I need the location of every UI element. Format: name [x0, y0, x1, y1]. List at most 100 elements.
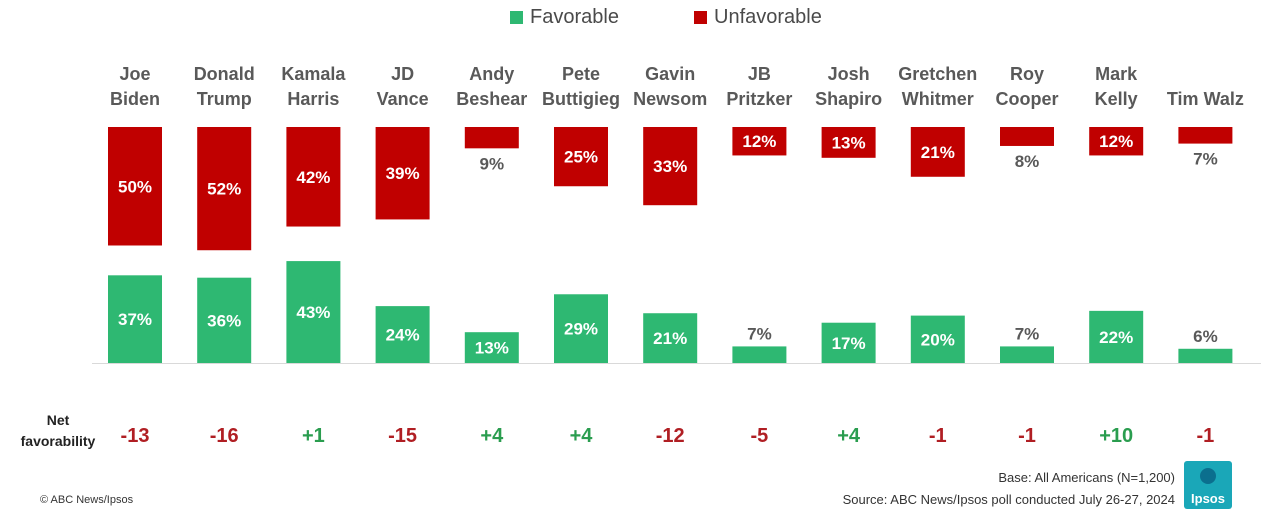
net-favorability-value: -12 [656, 425, 685, 447]
favorable-value-label: 43% [296, 303, 330, 322]
unfavorable-value-label: 25% [564, 148, 598, 167]
legend-unfavorable: Unfavorable [694, 6, 822, 29]
category-label: Biden [110, 89, 160, 109]
favorable-value-label: 17% [832, 334, 866, 353]
unfavorable-value-label: 50% [118, 177, 152, 196]
legend-favorable-label: Favorable [530, 6, 619, 28]
category-label: Buttigieg [542, 89, 620, 109]
unfavorable-value-label: 12% [1099, 132, 1133, 151]
net-favorability-label: Net favorability [18, 410, 98, 452]
favorable-bar [1178, 348, 1233, 363]
ipsos-logo-text: Ipsos [1191, 491, 1225, 506]
net-favorability-label-line: Net [46, 412, 70, 428]
favorable-bar [554, 294, 608, 363]
category-label: Kelly [1095, 89, 1138, 109]
unfavorable-value-label: 9% [480, 154, 505, 173]
net-favorability-value: -1 [1018, 425, 1036, 447]
category-label: Trump [197, 89, 252, 109]
favorable-value-label: 21% [653, 329, 687, 348]
legend: Favorable Unfavorable [0, 6, 1261, 32]
favorable-bar [732, 346, 787, 363]
unfavorable-bar [910, 127, 965, 177]
favorable-bar [108, 275, 162, 363]
favorable-value-label: 6% [1193, 327, 1218, 346]
category-label: Mark [1095, 64, 1138, 84]
net-favorability-value: -1 [1197, 425, 1215, 447]
legend-unfavorable-swatch [694, 11, 707, 24]
unfavorable-bar [464, 127, 519, 149]
category-label: Beshear [456, 89, 527, 109]
favorable-bar [821, 322, 876, 363]
legend-favorable: Favorable [510, 6, 619, 29]
unfavorable-bar [732, 127, 787, 156]
net-favorability-value: -1 [929, 425, 947, 447]
category-label: Gretchen [898, 64, 977, 84]
favorable-value-label: 37% [118, 310, 152, 329]
legend-favorable-swatch [510, 11, 523, 24]
category-label: Josh [828, 64, 870, 84]
category-label: Shapiro [815, 89, 882, 109]
unfavorable-bar [1089, 127, 1144, 156]
net-favorability-label-line: favorability [20, 433, 96, 449]
category-label: Pete [562, 64, 600, 84]
favorable-value-label: 36% [207, 311, 241, 330]
unfavorable-bar [197, 127, 252, 251]
unfavorable-value-label: 21% [921, 143, 955, 162]
favorable-bar [375, 306, 430, 363]
net-favorability-value: +4 [480, 425, 504, 447]
net-favorability-value: -16 [210, 425, 239, 447]
category-label: Newsom [633, 89, 707, 109]
unfavorable-bar [1000, 127, 1054, 146]
copyright-text: © ABC News/Ipsos [40, 494, 134, 506]
favorable-value-label: 29% [564, 320, 598, 339]
unfavorable-value-label: 42% [296, 168, 330, 187]
unfavorable-bar [375, 127, 430, 220]
favorable-value-label: 13% [475, 339, 509, 358]
net-favorability-value: -5 [751, 425, 769, 447]
favorable-bar [197, 277, 252, 363]
net-favorability-value: +4 [837, 425, 861, 447]
unfavorable-value-label: 52% [207, 180, 241, 199]
favorable-value-label: 7% [1015, 324, 1040, 343]
unfavorable-bar [286, 127, 341, 227]
favorable-value-label: 24% [386, 326, 420, 345]
favorable-value-label: 22% [1099, 328, 1133, 347]
favorable-bar [643, 313, 698, 363]
unfavorable-bar [643, 127, 698, 206]
source-text: Source: ABC News/Ipsos poll conducted Ju… [842, 492, 1175, 507]
category-label: Pritzker [726, 89, 792, 109]
unfavorable-bar [821, 127, 876, 158]
favorable-bar [1089, 310, 1144, 363]
unfavorable-bar [108, 127, 162, 246]
category-label: Gavin [645, 64, 695, 84]
category-label: Cooper [996, 89, 1059, 109]
category-label: Donald [194, 64, 255, 84]
unfavorable-bar [554, 127, 608, 187]
category-label: JB [748, 64, 771, 84]
category-label: Tim Walz [1167, 89, 1244, 109]
favorable-bar [1000, 346, 1054, 363]
favorable-value-label: 7% [747, 324, 772, 343]
favorable-bar [910, 315, 965, 363]
category-label: Joe [119, 64, 150, 84]
unfavorable-value-label: 7% [1193, 150, 1218, 169]
category-label: Vance [377, 89, 429, 109]
ipsos-logo-mark [1200, 468, 1216, 484]
category-label: Andy [469, 64, 514, 84]
net-favorability-value: +4 [570, 425, 594, 447]
category-label: Roy [1010, 64, 1044, 84]
category-label: JD [391, 64, 414, 84]
unfavorable-value-label: 33% [653, 157, 687, 176]
favorable-value-label: 20% [921, 330, 955, 349]
unfavorable-value-label: 13% [832, 133, 866, 152]
unfavorable-bar [1178, 127, 1233, 144]
unfavorable-value-label: 12% [742, 132, 776, 151]
favorable-bar [464, 332, 519, 363]
category-label: Whitmer [902, 89, 974, 109]
net-favorability-value: +1 [302, 425, 325, 447]
ipsos-logo: Ipsos [1184, 461, 1232, 509]
net-favorability-value: -15 [388, 425, 417, 447]
unfavorable-value-label: 8% [1015, 152, 1040, 171]
category-label: Harris [287, 89, 339, 109]
